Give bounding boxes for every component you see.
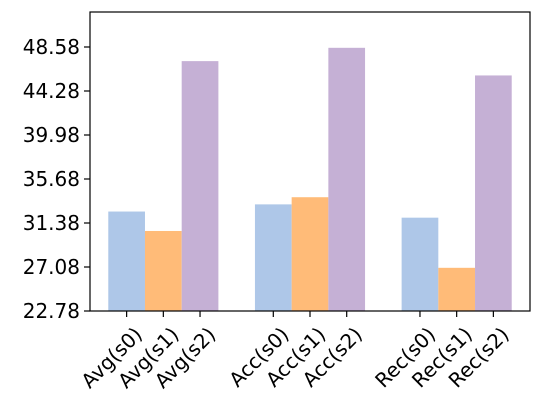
y-tick-label: 48.58 xyxy=(23,35,80,59)
bar-avgs0 xyxy=(108,211,145,311)
bar-recs2 xyxy=(475,75,512,312)
y-tick-label: 27.08 xyxy=(23,255,80,279)
y-tick-label: 22.78 xyxy=(23,299,80,323)
bar-accs2 xyxy=(328,47,366,311)
y-tick-label: 31.38 xyxy=(23,211,80,235)
bar-accs1 xyxy=(291,197,329,311)
bar-avgs2 xyxy=(181,61,219,312)
bar-accs0 xyxy=(254,204,292,311)
bars-layer xyxy=(108,47,512,312)
y-tick-label: 44.28 xyxy=(23,79,80,103)
bar-recs1 xyxy=(438,267,476,311)
y-tick-label: 35.68 xyxy=(23,167,80,191)
y-axis: 22.78 27.08 31.38 35.68 39.98 44.28 48.58 xyxy=(23,35,90,323)
bar-avgs1 xyxy=(144,230,182,311)
bar-recs0 xyxy=(401,217,439,311)
x-axis: Avg(s0)Avg(s1)Avg(s2) Acc(s0)Acc(s1)Acc(s… xyxy=(76,311,514,393)
y-tick-label: 39.98 xyxy=(23,123,80,147)
